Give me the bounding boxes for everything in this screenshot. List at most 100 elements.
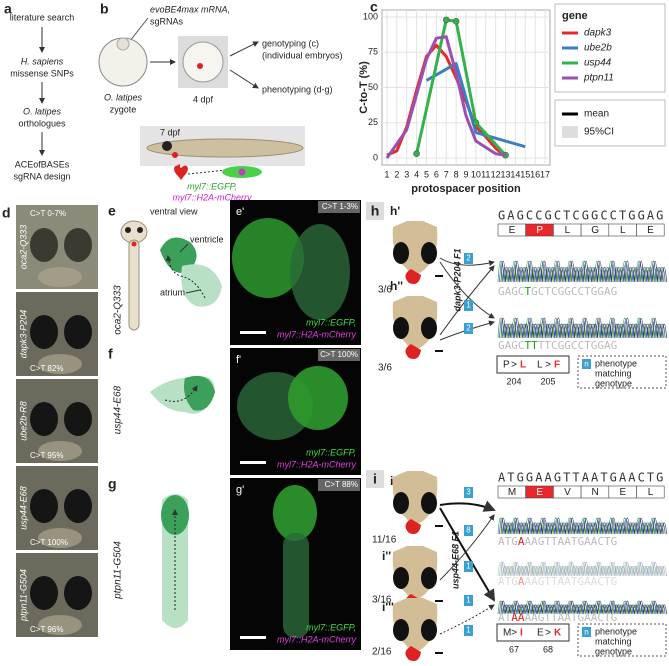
tag xyxy=(318,349,360,361)
legend-entry: mean xyxy=(584,109,609,120)
x-tick-label: 7 xyxy=(444,169,449,179)
scale-bar xyxy=(435,350,443,352)
eye xyxy=(421,317,437,339)
count: 1 xyxy=(466,626,471,635)
efficiency: C>T 88% xyxy=(325,480,358,489)
tag xyxy=(318,479,360,491)
reporter: myl7::H2A-mCherry xyxy=(172,192,252,202)
scale-bar xyxy=(240,636,266,639)
label: P xyxy=(503,360,510,371)
x-axis-title: protospacer position xyxy=(411,183,521,195)
label: zygote xyxy=(110,104,137,114)
label: F xyxy=(554,360,560,371)
eye xyxy=(64,576,92,610)
label: matching xyxy=(595,368,632,378)
x-tick-label: 12 xyxy=(491,169,501,179)
step-text: sgRNA design xyxy=(13,171,70,181)
y-tick-label: 0 xyxy=(373,152,378,162)
label: atrium xyxy=(160,287,185,297)
panel-letter: c xyxy=(370,0,378,15)
count-box xyxy=(464,595,473,606)
yolk xyxy=(38,354,82,374)
label: > xyxy=(511,360,517,371)
amino-acid: E xyxy=(509,225,516,236)
eye xyxy=(64,315,92,349)
step-text: ACEofBASEs xyxy=(15,159,70,169)
key-box xyxy=(577,355,667,389)
label: > xyxy=(511,628,517,639)
lineage xyxy=(439,507,496,602)
panel-letter: e' xyxy=(236,206,244,218)
lineage xyxy=(439,257,495,267)
panel-letter: i xyxy=(373,471,377,487)
chromatogram xyxy=(500,317,667,339)
label: n xyxy=(584,360,588,369)
embryo xyxy=(182,41,224,83)
residue-number: 205 xyxy=(540,376,555,386)
legend-title: gene xyxy=(562,10,588,22)
eye xyxy=(421,492,437,514)
x-tick-label: 17 xyxy=(540,169,550,179)
line-label: dapk3-P204 F1 xyxy=(452,248,462,311)
panel-letter: e xyxy=(108,203,116,219)
x-tick-label: 6 xyxy=(434,169,439,179)
label: O. latipes xyxy=(104,92,143,102)
read-segment: TT xyxy=(525,339,539,352)
x-tick-label: 8 xyxy=(454,169,459,179)
read-segment: GAGC xyxy=(498,285,525,298)
allele-label: usp44-E68 xyxy=(113,385,124,434)
label: i''' xyxy=(382,600,394,614)
reporter: myl7::H2A-mCherry xyxy=(277,329,357,339)
step-text: missense SNPs xyxy=(10,68,74,78)
key-swatch xyxy=(582,359,591,369)
reporter: myl7::EGFP, xyxy=(187,181,237,191)
chromatogram xyxy=(500,561,667,577)
x-tick-label: 11 xyxy=(481,169,490,179)
chromatogram xyxy=(497,561,664,577)
chromatogram xyxy=(497,317,664,339)
x-tick-label: 4 xyxy=(414,169,419,179)
eye xyxy=(30,228,58,262)
count: 1 xyxy=(466,596,471,605)
allele-label: ptpn11-G504 xyxy=(18,569,28,622)
label: M xyxy=(503,628,511,639)
chromatogram xyxy=(497,260,664,283)
step-text: orthologues xyxy=(18,118,66,128)
panel-letter: g xyxy=(108,476,117,492)
eye xyxy=(30,576,58,610)
panel-letter: d xyxy=(2,205,11,221)
label: 11/16 xyxy=(372,535,397,546)
label: 2/16 xyxy=(372,647,392,658)
step-text: H. sapiens xyxy=(21,56,64,66)
x-tick-label: 2 xyxy=(394,169,399,179)
panel-letter: f' xyxy=(236,354,241,366)
heart xyxy=(405,519,421,534)
read-segment: AA xyxy=(511,611,525,624)
x-tick-label: 14 xyxy=(510,169,520,179)
count: 1 xyxy=(466,301,471,310)
eye xyxy=(393,492,409,514)
efficiency: C>T 100% xyxy=(320,350,358,359)
reporter: myl7::H2A-mCherry xyxy=(277,459,357,469)
amino-acid: L xyxy=(620,225,626,236)
label: genotyping (c) xyxy=(262,38,319,48)
label: evoBE4max mRNA, xyxy=(150,4,230,14)
read: GAGCTGCTCGGCCTGGAG xyxy=(498,285,617,298)
read-segment: AT xyxy=(498,611,512,624)
ventricle-img xyxy=(288,366,348,430)
y-tick-label: 50 xyxy=(368,82,378,92)
chromatogram xyxy=(500,517,667,535)
yolk xyxy=(38,528,82,548)
x-tick-label: 10 xyxy=(471,169,481,179)
sequence: GAGCCGCTCGGCCTGGAG xyxy=(498,209,664,223)
label: E xyxy=(537,628,544,639)
eye xyxy=(30,315,58,349)
eye xyxy=(64,402,92,436)
lineage xyxy=(439,514,495,581)
x-tick-label: 1 xyxy=(384,169,389,179)
label: 3/16 xyxy=(372,595,392,606)
larva-heart xyxy=(172,152,178,158)
yolk xyxy=(38,441,82,461)
series-line xyxy=(385,35,506,159)
